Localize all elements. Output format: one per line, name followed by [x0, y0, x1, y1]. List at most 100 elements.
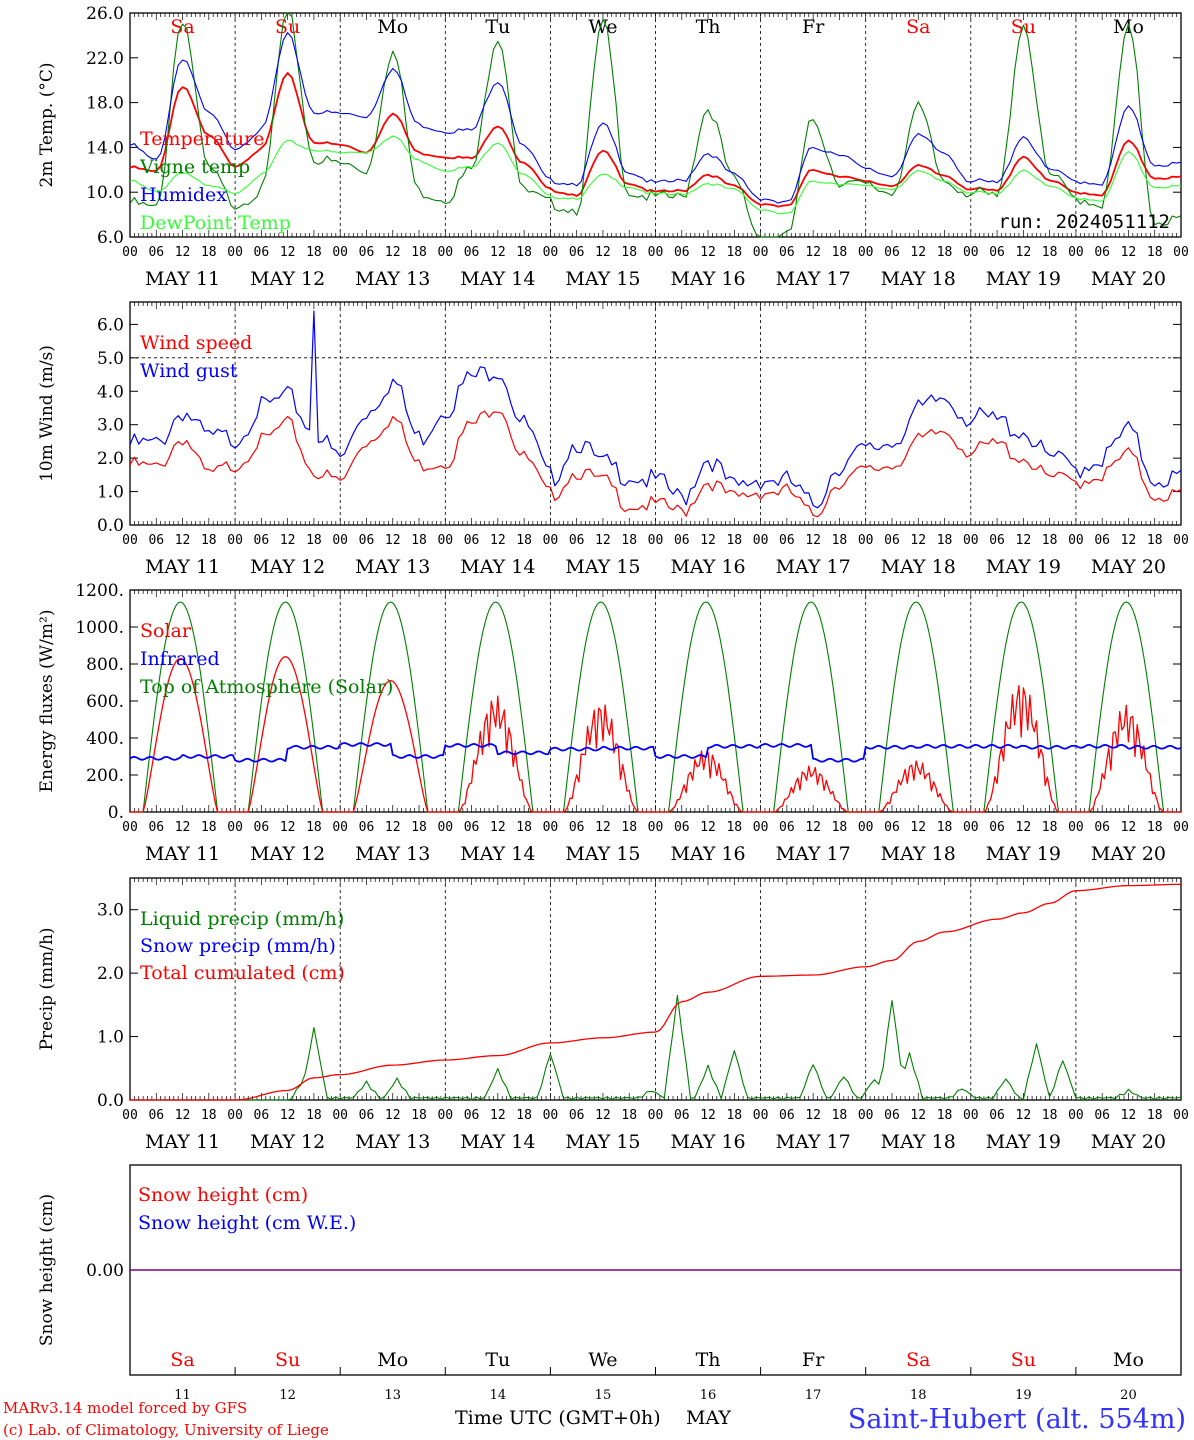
hour-tick-label: 06: [779, 533, 795, 548]
hour-tick-label: 18: [937, 245, 953, 260]
panel-frame-1: [129, 301, 1182, 526]
hour-tick-label: 18: [201, 820, 217, 835]
hour-tick-label: 00: [1068, 245, 1084, 260]
hour-tick-label: 00: [1068, 533, 1084, 548]
hour-tick-label: 18: [516, 820, 532, 835]
legend-entry: Snow height (cm): [138, 1184, 308, 1206]
y-tick-label: 1.0: [97, 1028, 124, 1048]
hour-tick-label: 18: [411, 245, 427, 260]
hour-tick-label: 06: [884, 533, 900, 548]
hour-tick-label: 06: [464, 820, 480, 835]
y-tick-label: 0.: [108, 803, 124, 823]
hour-tick-label: 18: [726, 820, 742, 835]
y-tick-label: 6.0: [97, 315, 124, 335]
hour-tick-label: 00: [858, 533, 874, 548]
legend-entry: Infrared: [140, 648, 220, 670]
day-number-label: 20: [1120, 1388, 1137, 1403]
date-label: MAY 11: [145, 843, 220, 865]
hour-tick-label: 00: [227, 820, 243, 835]
hour-tick-label: 00: [858, 245, 874, 260]
y-tick-label: 1000.: [75, 618, 124, 638]
series-line-vigne-temp: [129, 12, 1182, 238]
series-line-infrared: [129, 742, 1182, 763]
hour-tick-label: 12: [280, 820, 296, 835]
date-label: MAY 13: [355, 1131, 430, 1153]
series-line-wind-gust: [129, 310, 1182, 509]
date-label: MAY 14: [460, 843, 535, 865]
hour-tick-label: 00: [963, 820, 979, 835]
weekday-label: Th: [696, 1349, 721, 1371]
weekday-label: Fr: [802, 16, 825, 38]
hour-tick-label: 06: [254, 1108, 270, 1123]
legend-entry: Snow precip (mm/h): [140, 935, 336, 957]
weekday-label: Su: [275, 1349, 300, 1371]
hour-tick-label: 00: [122, 245, 138, 260]
date-label: MAY 11: [145, 1131, 220, 1153]
y-tick-label: 800.: [86, 655, 124, 675]
hour-tick-label: 00: [122, 820, 138, 835]
y-axis-label: Energy fluxes (W/m²): [37, 610, 57, 793]
date-label: MAY 16: [670, 843, 745, 865]
hour-tick-label: 00: [122, 533, 138, 548]
legend-entry: Total cumulated (cm): [140, 962, 345, 984]
hour-tick-label: 18: [306, 1108, 322, 1123]
hour-tick-label: 18: [726, 245, 742, 260]
date-label: MAY 19: [986, 1131, 1061, 1153]
weekday-label: Su: [1011, 1349, 1036, 1371]
date-label: MAY 18: [881, 843, 956, 865]
y-axis-label: Snow height (cm): [37, 1194, 57, 1346]
hour-tick-label: 00: [332, 1108, 348, 1123]
date-label: MAY 17: [776, 268, 851, 290]
hour-tick-label: 06: [884, 820, 900, 835]
hour-tick-label: 06: [779, 1108, 795, 1123]
legend-entry: Snow height (cm W.E.): [138, 1212, 356, 1234]
hour-tick-label: 18: [201, 1108, 217, 1123]
hour-tick-label: 06: [569, 533, 585, 548]
hour-tick-label: 12: [280, 245, 296, 260]
hour-tick-label: 06: [674, 1108, 690, 1123]
hour-tick-label: 18: [1042, 820, 1058, 835]
hour-tick-label: 00: [753, 245, 769, 260]
hour-tick-label: 18: [1147, 820, 1163, 835]
date-label: MAY 15: [565, 843, 640, 865]
hour-tick-label: 12: [1016, 533, 1032, 548]
y-tick-label: 0.0: [97, 516, 124, 536]
date-label: MAY 18: [881, 556, 956, 578]
date-label: MAY 13: [355, 843, 430, 865]
hour-tick-label: 06: [569, 820, 585, 835]
hour-tick-label: 18: [516, 533, 532, 548]
hour-tick-label: 00: [543, 820, 559, 835]
hour-tick-label: 18: [201, 533, 217, 548]
hour-tick-label: 12: [1121, 533, 1137, 548]
y-tick-label: 1200.: [75, 581, 124, 601]
date-label: MAY 17: [776, 556, 851, 578]
hour-tick-label: 00: [963, 245, 979, 260]
day-number-label: 16: [700, 1388, 717, 1403]
legend-entry: Wind speed: [140, 332, 252, 354]
day-number-label: 19: [1015, 1388, 1032, 1403]
hour-tick-label: 00: [437, 1108, 453, 1123]
hour-tick-label: 06: [148, 245, 164, 260]
hour-tick-label: 12: [175, 245, 191, 260]
hour-tick-label: 12: [1121, 820, 1137, 835]
hour-tick-label: 12: [700, 1108, 716, 1123]
day-number-label: 18: [910, 1388, 927, 1403]
date-label: MAY 13: [355, 556, 430, 578]
hour-tick-label: 06: [1094, 245, 1110, 260]
hour-tick-label: 06: [1094, 533, 1110, 548]
hour-tick-label: 12: [280, 1108, 296, 1123]
hour-tick-label: 12: [910, 533, 926, 548]
date-label: MAY 12: [250, 1131, 325, 1153]
date-label: MAY 14: [460, 556, 535, 578]
y-tick-label: 4.0: [97, 382, 124, 402]
y-tick-label: 0.00: [86, 1261, 124, 1281]
hour-tick-label: 00: [1173, 533, 1189, 548]
hour-tick-label: 18: [306, 820, 322, 835]
date-label: MAY 16: [670, 556, 745, 578]
month-label: MAY: [686, 1407, 731, 1429]
date-label: MAY 13: [355, 268, 430, 290]
hour-tick-label: 12: [595, 1108, 611, 1123]
hour-tick-label: 18: [832, 820, 848, 835]
panel-frame-0: [129, 12, 1182, 238]
